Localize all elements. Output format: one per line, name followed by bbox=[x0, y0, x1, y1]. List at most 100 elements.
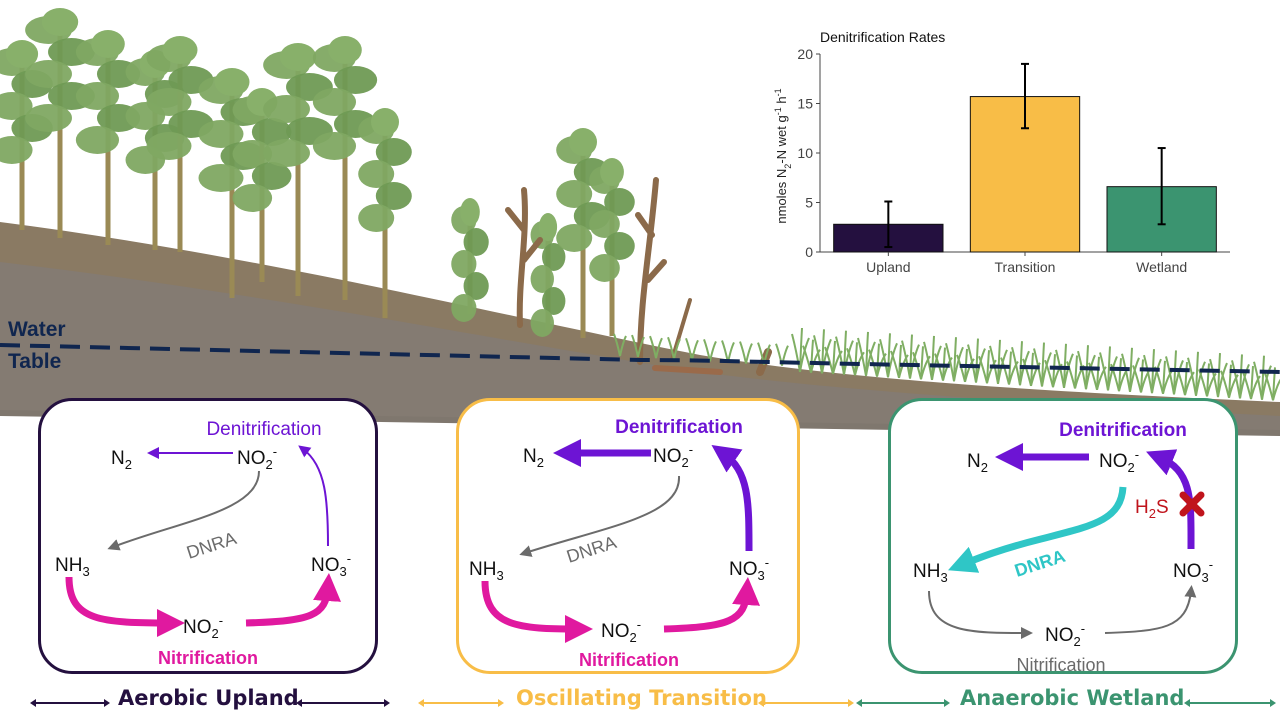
chart-x-tick-label: Upland bbox=[866, 259, 910, 275]
grass-tuft bbox=[1220, 364, 1239, 398]
grass-tuft bbox=[739, 341, 753, 364]
upland-zone-label: Aerobic Upland bbox=[118, 686, 299, 710]
transition-denitrification-label: Denitrification bbox=[615, 417, 743, 438]
grass-tuft bbox=[802, 339, 821, 373]
grass-tuft bbox=[613, 333, 627, 357]
grass-tuft bbox=[835, 330, 854, 375]
tree bbox=[589, 158, 635, 336]
transition-dnra-arrow bbox=[519, 475, 681, 557]
wetland-nitrogen-cycle-panel: Denitrification N2 NO2- H2S DNRA NH3 NO3… bbox=[888, 398, 1238, 675]
upland-no2-bottom-label: NO2- bbox=[183, 613, 223, 641]
upland-nh3-label: NH3 bbox=[55, 555, 90, 579]
wetland-grasses bbox=[613, 327, 1280, 401]
grass-tuft bbox=[1264, 367, 1280, 401]
upland-n2-label: N2 bbox=[111, 448, 132, 472]
grass-tuft bbox=[945, 337, 964, 382]
upland-no3-label: NO3- bbox=[311, 551, 351, 579]
grass-tuft bbox=[631, 334, 645, 358]
tree bbox=[358, 108, 412, 318]
chart-y-tick-label: 10 bbox=[797, 145, 813, 161]
water-table-label-line1: Water bbox=[8, 318, 66, 341]
tree bbox=[451, 198, 489, 322]
wetland-zone-label: Anaerobic Wetland bbox=[960, 686, 1185, 710]
transition-nitrification-arrow-right bbox=[663, 577, 761, 633]
wetland-zone-arrow-right bbox=[1184, 699, 1276, 707]
chart-y-axis-label: nmoles N2-N wet g-1 h-1 bbox=[773, 88, 793, 223]
transition-nitrification-label: Nitrification bbox=[579, 650, 679, 670]
chart-y-tick-label: 20 bbox=[797, 46, 813, 62]
upland-nitrification-arrow-left bbox=[65, 576, 185, 637]
chart-x-tick-label: Transition bbox=[995, 259, 1056, 275]
upland-nitrification-label: Nitrification bbox=[158, 648, 258, 668]
transition-zone-arrow-left bbox=[418, 699, 504, 707]
tree bbox=[530, 213, 566, 337]
wetland-no3-label: NO3- bbox=[1173, 557, 1213, 585]
soil-deep-layer bbox=[0, 262, 1280, 432]
upland-no2-top-label: NO2- bbox=[237, 444, 277, 472]
grass-tuft bbox=[1231, 354, 1250, 399]
grass-tuft bbox=[1000, 351, 1019, 385]
grass-tuft bbox=[857, 331, 876, 377]
grass-tuft bbox=[1011, 341, 1030, 386]
wetland-no2-bottom-label: NO2- bbox=[1045, 621, 1085, 649]
wetland-nitrification-arrow-right bbox=[1104, 585, 1197, 634]
grass-tuft bbox=[824, 340, 843, 375]
grass-tuft bbox=[791, 327, 810, 373]
upland-dnra-arrow bbox=[107, 470, 260, 551]
denitrification-rates-chart: Denitrification Rates nmoles N2-N wet g-… bbox=[773, 29, 1230, 275]
grass-tuft bbox=[989, 339, 1008, 385]
water-table-line bbox=[0, 343, 1280, 374]
forest bbox=[0, 8, 635, 338]
chart-x-tick-label: Wetland bbox=[1136, 259, 1187, 275]
upland-dnra-label: DNRA bbox=[184, 528, 239, 563]
grass-tuft bbox=[813, 329, 832, 374]
grass-tuft bbox=[1033, 342, 1052, 387]
transition-dnra-label: DNRA bbox=[564, 532, 619, 567]
grass-tuft bbox=[649, 335, 663, 359]
wetland-no2-top-label: NO2- bbox=[1099, 447, 1139, 475]
grass-tuft bbox=[1088, 356, 1107, 391]
wetland-h2s-blocked-x-icon bbox=[1179, 491, 1205, 517]
transition-n2-label: N2 bbox=[523, 446, 544, 470]
grass-tuft bbox=[967, 338, 986, 383]
grass-tuft bbox=[1165, 350, 1184, 395]
wetland-dnra-label: DNRA bbox=[1012, 546, 1068, 581]
chart-title: Denitrification Rates bbox=[820, 29, 945, 45]
water-table-label-line2: Table bbox=[8, 350, 62, 373]
grass-tuft bbox=[879, 333, 898, 378]
wetland-nh3-label: NH3 bbox=[913, 561, 948, 585]
transition-denitrification-arrow-vertical bbox=[711, 445, 753, 552]
grass-tuft bbox=[685, 337, 699, 361]
grass-tuft bbox=[978, 350, 997, 384]
transition-no2-bottom-label: NO2- bbox=[601, 617, 641, 645]
wetland-nitrification-label: Nitrification bbox=[1016, 655, 1105, 675]
upland-zone-arrow-right bbox=[296, 699, 390, 707]
upland-nitrification-arrow-right bbox=[245, 573, 341, 627]
transition-nh3-label: NH3 bbox=[469, 559, 504, 583]
wetland-dnra-arrow bbox=[948, 486, 1127, 573]
transition-nitrification-arrow-left bbox=[481, 580, 593, 643]
tree bbox=[75, 30, 141, 245]
grass-tuft bbox=[667, 336, 681, 360]
chart-y-tick-label: 15 bbox=[797, 96, 813, 112]
upland-nitrogen-cycle-panel: Denitrification N2 NO2- DNRA NH3 NO3- NO… bbox=[38, 398, 378, 674]
chart-y-tick-label: 5 bbox=[805, 195, 813, 211]
wetland-denitrification-arrow-vertical bbox=[1146, 449, 1195, 550]
grass-tuft bbox=[1198, 363, 1217, 397]
grass-tuft bbox=[901, 334, 920, 379]
wetland-nitrification-arrow-left bbox=[928, 590, 1033, 639]
upland-denitrification-arrow-vertical bbox=[298, 445, 329, 547]
transition-zone-label: Oscillating Transition bbox=[516, 686, 767, 710]
transition-zone-arrow-right bbox=[758, 699, 854, 707]
grass-tuft bbox=[923, 335, 942, 381]
grass-tuft bbox=[1209, 353, 1228, 398]
grass-tuft bbox=[1253, 355, 1272, 400]
transition-no2-top-label: NO2- bbox=[653, 442, 693, 470]
chart-y-tick-label: 0 bbox=[805, 244, 813, 260]
grass-tuft bbox=[1187, 351, 1206, 396]
wetland-zone-arrow-left bbox=[856, 699, 950, 707]
upland-denitrification-label: Denitrification bbox=[206, 419, 321, 440]
upland-zone-arrow-left bbox=[30, 699, 110, 707]
transition-no3-label: NO3- bbox=[729, 555, 769, 583]
